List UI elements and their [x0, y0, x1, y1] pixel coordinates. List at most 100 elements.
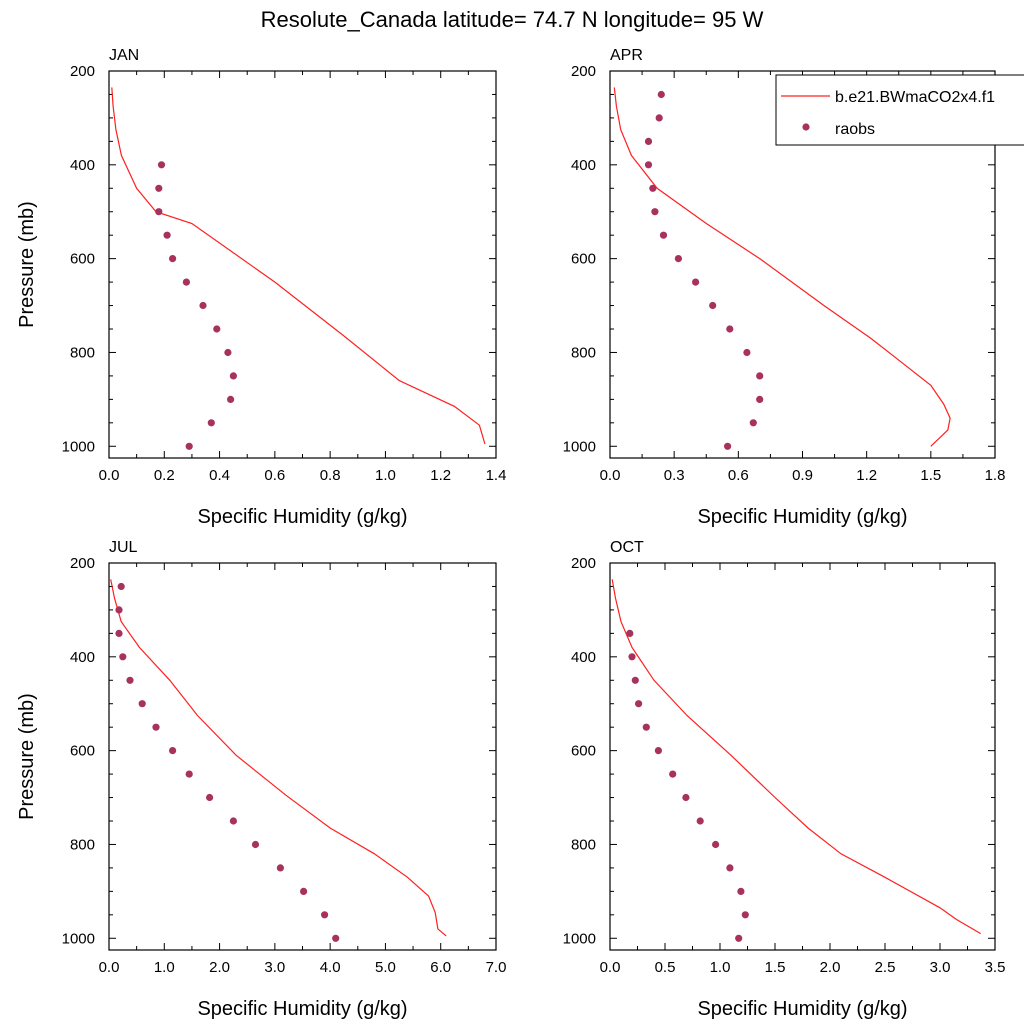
- raobs-point-oct: [635, 700, 643, 708]
- raobs-point-jan: [182, 278, 190, 286]
- x-tick-label: 0.3: [664, 467, 685, 484]
- raobs-point-oct: [628, 653, 636, 661]
- legend: b.e21.BWmaCO2x4.f1 raobs: [775, 74, 1024, 146]
- y-tick-label: 1000: [563, 930, 596, 947]
- raobs-point-jan: [163, 231, 171, 239]
- raobs-point-jul: [321, 911, 329, 919]
- raobs-point-jan: [213, 325, 221, 333]
- raobs-point-apr: [692, 278, 700, 286]
- legend-marker-swatch: [802, 123, 810, 131]
- raobs-point-apr: [709, 301, 717, 310]
- x-tick-label: 0.9: [792, 467, 813, 484]
- raobs-point-jan: [227, 395, 235, 403]
- y-tick-label: 1000: [62, 930, 95, 947]
- raobs-point-jan: [207, 419, 215, 427]
- x-tick-label: 0.5: [655, 959, 676, 976]
- y-axis-title-jul: Pressure (mb): [16, 693, 38, 820]
- x-tick-label: 0.0: [600, 467, 621, 484]
- raobs-point-jul: [229, 817, 237, 825]
- x-tick-label: 2.0: [820, 959, 841, 976]
- panel-label-jan: JAN: [109, 47, 139, 64]
- y-tick-label: 600: [571, 743, 596, 760]
- raobs-point-oct: [696, 817, 704, 825]
- raobs-point-jul: [115, 629, 123, 638]
- y-tick-label: 800: [70, 836, 95, 853]
- x-tick-label: 1.8: [985, 467, 1006, 484]
- y-tick-label: 800: [571, 344, 596, 361]
- raobs-point-jan: [157, 161, 166, 169]
- legend-label: raobs: [835, 121, 875, 138]
- raobs-point-oct: [642, 723, 650, 731]
- plot-frame-jan: [108, 70, 497, 459]
- x-tick-label: 0.6: [728, 467, 749, 484]
- raobs-point-apr: [657, 90, 665, 99]
- x-axis-title-apr: Specific Humidity (g/kg): [697, 506, 907, 528]
- x-tick-label: 0.2: [154, 467, 175, 484]
- y-tick-label: 1000: [62, 438, 95, 455]
- raobs-point-oct: [654, 747, 663, 755]
- x-tick-label: 4.0: [320, 959, 341, 976]
- raobs-point-jan: [155, 184, 163, 192]
- x-tick-label: 0.0: [99, 959, 120, 976]
- x-axis-title-jan: Specific Humidity (g/kg): [197, 506, 407, 528]
- y-axis-title-jan: Pressure (mb): [16, 201, 38, 328]
- series-line-model-jul: [110, 579, 447, 937]
- x-tick-label: 7.0: [486, 959, 507, 976]
- x-tick-label: 0.4: [209, 467, 230, 484]
- panel-label-apr: APR: [610, 47, 643, 64]
- raobs-point-oct: [735, 934, 743, 942]
- raobs-point-oct: [737, 887, 745, 896]
- x-tick-label: 1.4: [486, 467, 507, 484]
- series-line-model-oct: [611, 579, 982, 935]
- raobs-point-apr: [674, 255, 683, 263]
- raobs-point-jan: [229, 372, 237, 380]
- raobs-point-jul: [115, 606, 123, 614]
- raobs-point-oct: [712, 840, 720, 849]
- plot-frame-oct: [609, 562, 996, 951]
- raobs-point-apr: [649, 184, 657, 192]
- raobs-point-apr: [655, 114, 663, 122]
- x-tick-label: 3.5: [985, 959, 1006, 976]
- raobs-point-jul: [169, 747, 177, 755]
- x-axis-title-jul: Specific Humidity (g/kg): [197, 998, 407, 1020]
- x-tick-label: 1.2: [856, 467, 877, 484]
- raobs-point-apr: [726, 325, 734, 333]
- y-tick-label: 600: [70, 743, 95, 760]
- x-tick-label: 0.8: [320, 467, 341, 484]
- y-tick-label: 800: [571, 836, 596, 853]
- legend-box: [775, 74, 1024, 146]
- raobs-point-apr: [743, 348, 751, 357]
- raobs-point-apr: [749, 419, 757, 427]
- x-tick-label: 2.5: [875, 959, 896, 976]
- y-tick-label: 200: [571, 555, 596, 572]
- raobs-point-apr: [644, 137, 653, 145]
- x-tick-label: 1.0: [375, 467, 396, 484]
- y-tick-label: 200: [571, 63, 596, 80]
- raobs-point-apr: [724, 442, 732, 450]
- raobs-point-jul: [206, 793, 214, 802]
- x-tick-label: 1.0: [710, 959, 731, 976]
- raobs-point-jul: [276, 864, 284, 872]
- x-tick-label: 1.5: [765, 959, 786, 976]
- series-line-model-jan: [111, 87, 486, 445]
- raobs-point-apr: [644, 161, 653, 169]
- raobs-point-jul: [152, 723, 160, 731]
- y-tick-label: 400: [571, 157, 596, 174]
- raobs-point-jul: [117, 582, 125, 591]
- raobs-point-oct: [741, 911, 749, 919]
- series-line-model-apr: [613, 87, 951, 447]
- raobs-point-apr: [659, 231, 668, 239]
- raobs-point-oct: [626, 629, 634, 638]
- panel-label-oct: OCT: [610, 539, 644, 556]
- y-tick-label: 400: [571, 649, 596, 666]
- x-tick-label: 2.0: [209, 959, 230, 976]
- legend-label: b.e21.BWmaCO2x4.f1: [835, 89, 995, 106]
- raobs-point-apr: [651, 208, 659, 216]
- figure-title: Resolute_Canada latitude= 74.7 N longitu…: [261, 7, 764, 32]
- x-tick-label: 6.0: [430, 959, 451, 976]
